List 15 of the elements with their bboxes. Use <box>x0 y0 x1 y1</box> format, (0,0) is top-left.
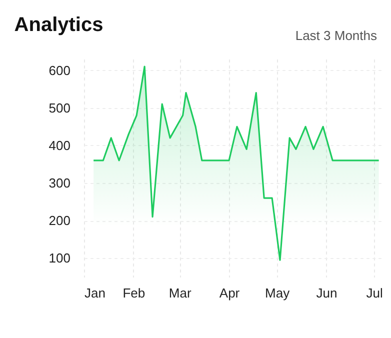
text: Last 3 Months <box>295 28 377 43</box>
x-tick-label: Apr <box>219 286 240 300</box>
x-tick-label: Jan <box>84 286 106 300</box>
y-tick-label: 300 <box>48 176 70 191</box>
chart-title: Analytics <box>14 14 104 36</box>
y-tick-label: 400 <box>48 138 70 153</box>
y-tick-label: 200 <box>48 213 70 228</box>
x-tick-label: Mar <box>168 286 192 300</box>
y-tick-label: 100 <box>48 250 70 266</box>
x-tick-label: Jun <box>316 286 338 300</box>
x-tick-label: Jul <box>366 286 383 300</box>
y-tick-label: 600 <box>48 62 70 78</box>
x-tick-label: Feb <box>122 286 146 300</box>
x-tick-label: May <box>265 286 290 300</box>
y-tick-label: 500 <box>48 100 70 116</box>
